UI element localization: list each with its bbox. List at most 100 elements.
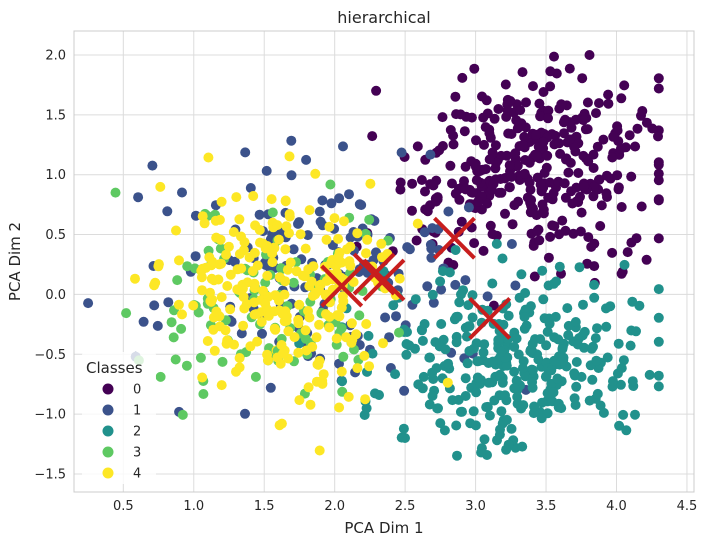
data-point bbox=[188, 300, 199, 311]
data-point bbox=[529, 401, 540, 412]
data-point bbox=[177, 309, 187, 320]
data-point bbox=[520, 371, 531, 382]
data-point bbox=[362, 234, 373, 245]
data-point bbox=[531, 210, 542, 221]
data-point bbox=[284, 151, 295, 162]
data-point bbox=[544, 318, 555, 329]
data-point bbox=[216, 292, 227, 303]
data-point bbox=[339, 216, 349, 227]
data-point bbox=[603, 89, 614, 100]
data-point bbox=[578, 115, 589, 126]
data-point bbox=[515, 105, 526, 116]
data-point bbox=[338, 141, 348, 152]
data-point bbox=[586, 241, 597, 252]
data-point bbox=[506, 239, 517, 249]
data-point bbox=[121, 308, 132, 319]
data-point bbox=[521, 97, 531, 108]
data-point bbox=[621, 425, 632, 436]
data-point bbox=[537, 199, 548, 210]
legend-item: 2 bbox=[102, 425, 141, 440]
data-point bbox=[427, 367, 438, 378]
data-point bbox=[198, 389, 209, 399]
data-point bbox=[483, 377, 494, 388]
data-point bbox=[270, 290, 281, 301]
data-point bbox=[590, 333, 601, 344]
data-point bbox=[485, 220, 496, 231]
data-point bbox=[454, 297, 465, 308]
data-point bbox=[653, 131, 663, 142]
data-point bbox=[538, 87, 549, 97]
data-point bbox=[511, 333, 522, 344]
data-point bbox=[613, 338, 624, 349]
data-point bbox=[592, 141, 603, 152]
data-point bbox=[594, 98, 604, 109]
data-point bbox=[426, 252, 437, 263]
data-point bbox=[168, 332, 179, 343]
data-point bbox=[552, 373, 563, 384]
data-point bbox=[532, 226, 543, 237]
data-point bbox=[472, 356, 483, 367]
data-point bbox=[367, 131, 378, 142]
data-point bbox=[336, 366, 347, 377]
data-point bbox=[496, 150, 507, 161]
data-point bbox=[206, 260, 217, 271]
data-point bbox=[587, 374, 598, 385]
data-point bbox=[457, 406, 467, 417]
data-point bbox=[481, 95, 492, 106]
data-point bbox=[622, 247, 633, 258]
data-point bbox=[577, 73, 588, 84]
data-point bbox=[314, 319, 325, 330]
centroid-marker bbox=[362, 258, 406, 302]
data-point bbox=[265, 382, 276, 393]
plot-frame bbox=[73, 30, 695, 493]
y-tick-label: −0.5 bbox=[34, 348, 66, 363]
data-point bbox=[395, 177, 406, 188]
data-point bbox=[579, 326, 590, 337]
data-point bbox=[326, 198, 337, 209]
data-point bbox=[376, 238, 387, 249]
data-point bbox=[173, 299, 184, 310]
data-point bbox=[282, 264, 293, 275]
data-point bbox=[447, 178, 457, 189]
x-tick-label: 1.0 bbox=[183, 499, 204, 514]
data-point bbox=[570, 317, 581, 327]
data-point bbox=[419, 319, 430, 329]
data-point bbox=[549, 221, 560, 232]
data-point bbox=[653, 159, 664, 170]
data-point bbox=[420, 186, 430, 197]
data-point bbox=[266, 194, 277, 205]
data-point bbox=[653, 370, 664, 381]
y-tick-label: −1.0 bbox=[34, 408, 66, 423]
data-point bbox=[337, 291, 348, 302]
data-point bbox=[572, 339, 583, 350]
data-point bbox=[647, 123, 658, 134]
data-point bbox=[424, 352, 435, 363]
data-point bbox=[630, 141, 641, 152]
data-point bbox=[279, 289, 290, 300]
data-point bbox=[618, 355, 629, 366]
data-point bbox=[314, 445, 325, 456]
data-point bbox=[480, 164, 491, 175]
data-point bbox=[636, 201, 647, 212]
data-point bbox=[496, 406, 507, 417]
data-point bbox=[450, 245, 461, 255]
data-point bbox=[272, 220, 283, 231]
data-point bbox=[303, 264, 314, 275]
data-point bbox=[500, 208, 510, 219]
data-point bbox=[445, 160, 456, 171]
data-point bbox=[460, 161, 471, 172]
data-point bbox=[395, 184, 406, 195]
data-point bbox=[411, 235, 422, 246]
data-point bbox=[598, 407, 609, 418]
data-point bbox=[616, 93, 627, 104]
data-point bbox=[452, 311, 463, 322]
data-point bbox=[527, 382, 538, 393]
data-point bbox=[263, 310, 274, 321]
data-point bbox=[334, 402, 345, 413]
data-point bbox=[555, 148, 566, 159]
data-point bbox=[193, 307, 204, 318]
data-point bbox=[471, 135, 481, 146]
data-point bbox=[489, 395, 500, 406]
legend-label: 1 bbox=[133, 404, 141, 419]
